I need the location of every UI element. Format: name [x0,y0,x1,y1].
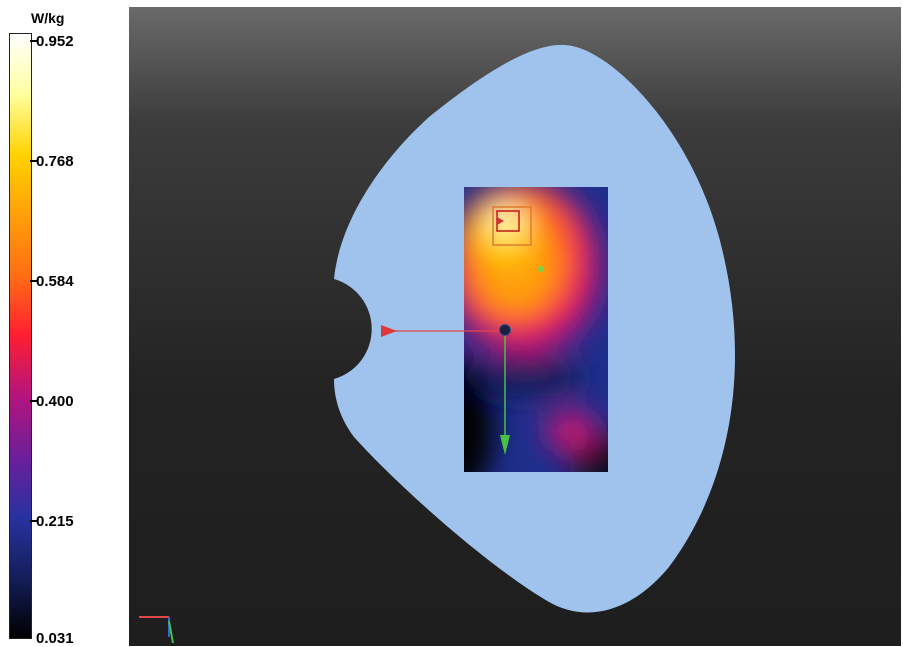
3d-viewport[interactable] [129,7,901,646]
green-marker [538,266,544,272]
colorbar-tick-label: 0.215 [36,513,74,530]
colorbar-tick-label: 0.584 [36,273,74,290]
x-axis-arrow [381,325,397,337]
orientation-triad-icon [139,616,174,644]
colorbar-unit-label: W/kg [31,10,65,26]
colorbar-tick-label: 0.400 [36,393,74,410]
colorbar-tick-label-min: 0.031 [36,630,74,647]
y-axis-arrow [500,435,510,455]
colorbar-tick-mark [30,40,38,42]
colorbar-tick-mark [30,160,38,162]
colorbar-tick-mark [30,400,38,402]
colorbar-tick-label-max: 0.952 [36,33,74,50]
zoom-scan-outer-box [492,206,532,246]
sar-scene [139,44,735,644]
sar-scan-area [464,187,608,472]
colorbar-legend: W/kg 0.952 0.768 0.584 0.400 0.215 0.031 [0,0,128,647]
colorbar-tick-mark [30,280,38,282]
colorbar-gradient [9,33,32,639]
colorbar-tick-label: 0.768 [36,153,74,170]
origin-point [499,324,511,336]
peak-marker-icon [497,217,504,225]
sar-distribution [464,187,608,472]
colorbar-tick-mark [30,520,38,522]
